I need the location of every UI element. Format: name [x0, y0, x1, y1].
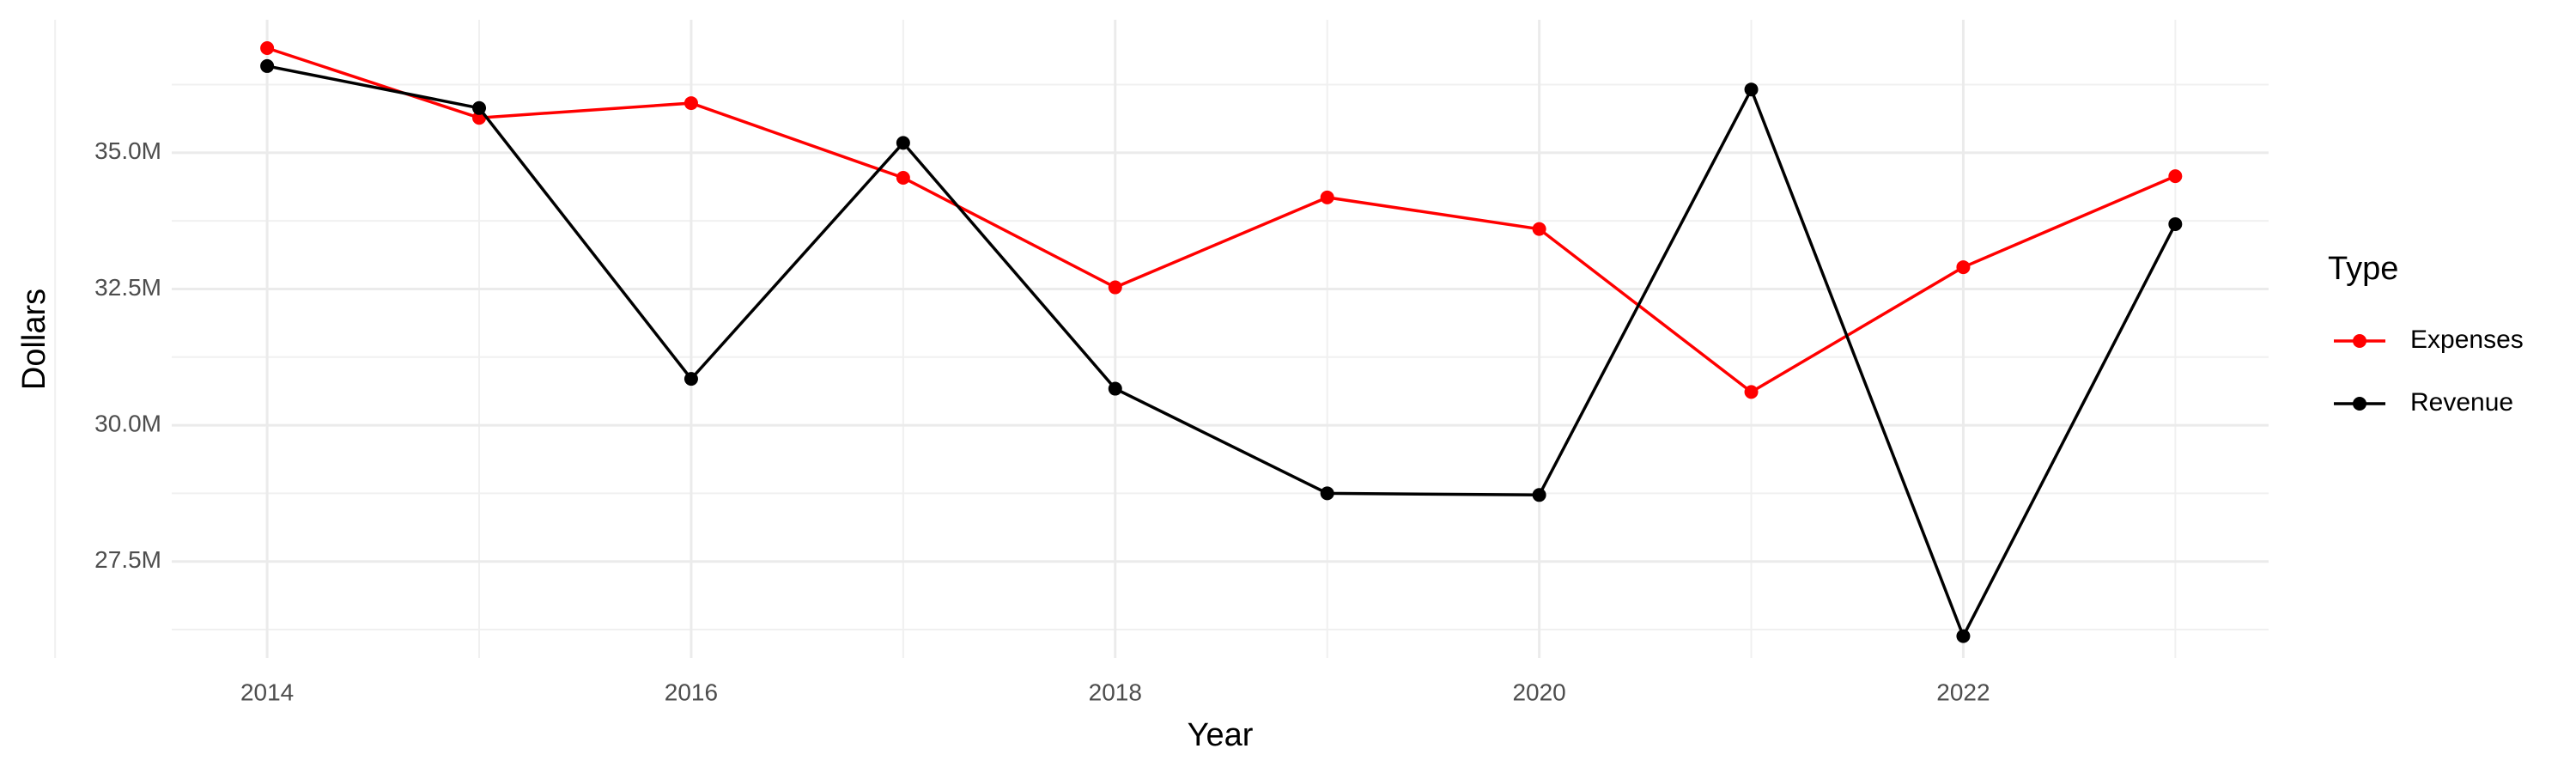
data-point	[1956, 260, 1971, 275]
series-line	[266, 64, 2177, 640]
x-tick-label: 2020	[1512, 679, 1565, 705]
y-tick-label: 30.0M	[94, 410, 161, 436]
data-point	[2168, 216, 2183, 231]
series-line	[266, 46, 2177, 394]
legend-key-point	[2353, 334, 2366, 348]
data-point	[683, 96, 698, 111]
data-point	[1532, 222, 1546, 236]
data-point	[1744, 82, 1759, 97]
data-point	[1744, 385, 1759, 399]
x-tick-label: 2014	[240, 679, 294, 705]
legend-key-point	[2353, 397, 2366, 411]
data-point	[2168, 169, 2183, 184]
x-tick-label: 2018	[1089, 679, 1142, 705]
data-point	[1108, 280, 1122, 295]
y-tick-label: 35.0M	[94, 137, 161, 164]
legend-label: Expenses	[2410, 326, 2524, 354]
y-axis-title: Dollars	[16, 289, 52, 390]
data-point	[1956, 629, 1971, 643]
data-point	[1320, 190, 1334, 204]
plot: 27.5M 30.0M 32.5M 35.0M 2014 2016 2018 2020 2022…	[54, 20, 2524, 705]
data-point	[472, 100, 487, 115]
y-tick-label: 32.5M	[94, 274, 161, 301]
x-axis-title: Year	[1188, 717, 1254, 753]
legend-label: Revenue	[2410, 388, 2513, 417]
y-tick-label: 27.5M	[94, 546, 161, 573]
data-point	[1532, 488, 1546, 502]
data-point	[1320, 486, 1334, 501]
data-point	[683, 372, 698, 386]
data-point	[1108, 381, 1122, 396]
data-point	[260, 40, 275, 55]
x-tick-label: 2016	[665, 679, 718, 705]
data-point	[896, 136, 910, 150]
x-tick-label: 2022	[1936, 679, 1990, 705]
data-point	[896, 171, 910, 186]
legend-title: Type	[2328, 251, 2398, 287]
data-point	[260, 58, 275, 73]
